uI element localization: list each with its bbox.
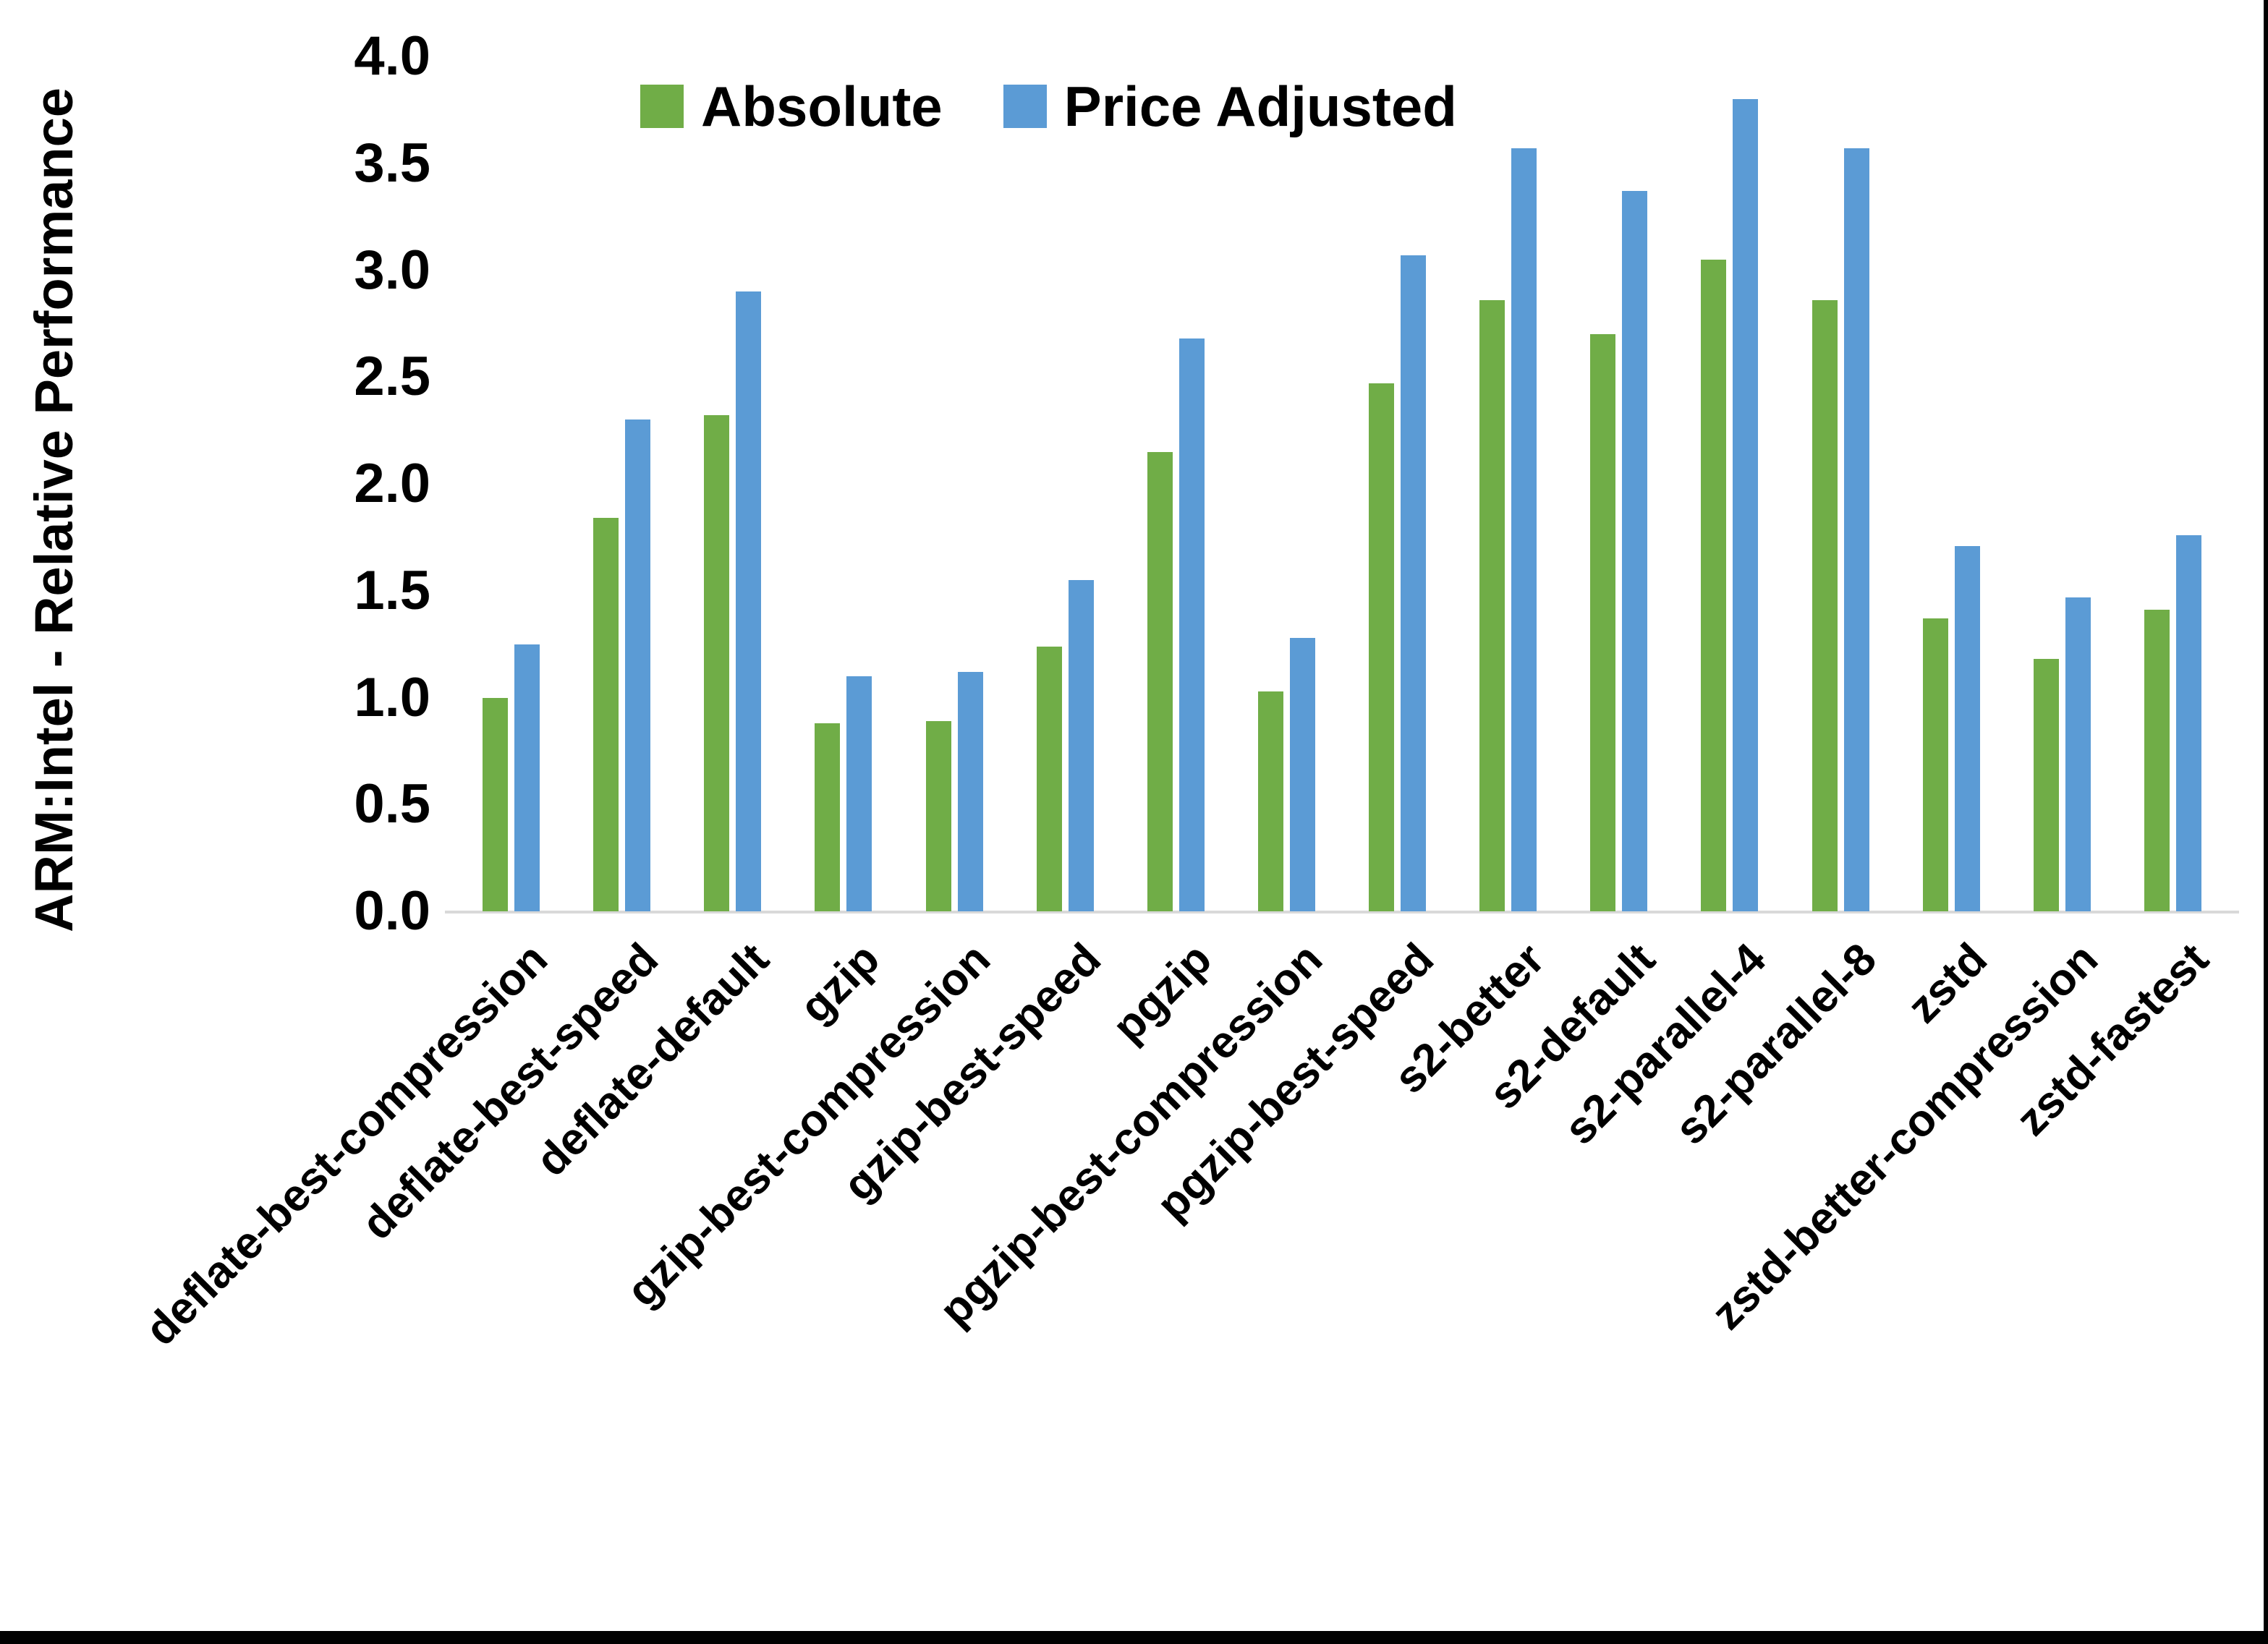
bar-price-adjusted <box>2065 597 2091 911</box>
bar-group <box>1010 56 1121 911</box>
bar-group <box>1121 56 1231 911</box>
bar-group <box>1896 56 2007 911</box>
legend: Absolute Price Adjusted <box>640 78 1457 135</box>
bar-price-adjusted <box>1511 148 1537 911</box>
x-axis-line <box>445 911 2239 913</box>
bar-absolute <box>925 721 951 911</box>
bar-group <box>1674 56 1785 911</box>
bar-group <box>1785 56 1896 911</box>
bar-group <box>899 56 1010 911</box>
bar-price-adjusted <box>846 676 872 911</box>
screenshot-bottom-border <box>0 1631 2268 1644</box>
bar-price-adjusted <box>1733 99 1759 911</box>
bar-absolute <box>1922 618 1948 911</box>
bar-absolute <box>1701 259 1727 911</box>
bar-absolute <box>593 518 619 911</box>
legend-item-price-adjusted: Price Adjusted <box>1003 78 1457 135</box>
bar-group <box>1453 56 1563 911</box>
y-axis-tick-label: 1.0 <box>354 666 430 728</box>
y-axis-tick-label: 2.5 <box>354 346 430 408</box>
bar-price-adjusted <box>1954 545 1980 911</box>
y-axis-tick-label: 3.0 <box>354 239 430 301</box>
bar-absolute <box>815 723 841 911</box>
bar-absolute <box>1369 383 1395 911</box>
bar-price-adjusted <box>736 291 762 911</box>
legend-item-absolute: Absolute <box>640 78 943 135</box>
bar-group <box>2118 56 2228 911</box>
bar-absolute <box>2144 610 2170 911</box>
bar-price-adjusted <box>514 644 540 911</box>
bar-price-adjusted <box>1289 637 1315 911</box>
y-axis-tick-label: 4.0 <box>354 25 430 87</box>
plot-area <box>445 56 2239 913</box>
bar-absolute <box>2033 659 2059 911</box>
bar-price-adjusted <box>2175 534 2201 911</box>
bar-absolute <box>483 697 509 911</box>
bar-price-adjusted <box>957 672 983 911</box>
bar-absolute <box>1257 691 1283 911</box>
bar-group <box>788 56 899 911</box>
bar-absolute <box>1812 299 1838 911</box>
bar-group <box>1563 56 1674 911</box>
bar-absolute <box>1479 299 1505 911</box>
bar-price-adjusted <box>1622 191 1648 911</box>
y-axis-tick-label: 2.0 <box>354 453 430 514</box>
y-axis-tick-label: 1.5 <box>354 559 430 621</box>
bar-absolute <box>1036 646 1062 911</box>
y-axis-title: ARM:Intel - Relative Performance <box>24 88 84 932</box>
bar-absolute <box>1590 334 1616 911</box>
screenshot-right-border <box>2264 0 2268 1644</box>
legend-swatch-price-adjusted <box>1003 85 1047 128</box>
bar-group <box>456 56 566 911</box>
bar-group <box>677 56 788 911</box>
bar-group <box>566 56 677 911</box>
bar-group <box>1231 56 1342 911</box>
bar-absolute <box>1147 451 1173 911</box>
y-axis-tick-label: 3.5 <box>354 132 430 194</box>
legend-label-absolute: Absolute <box>701 74 943 138</box>
bar-group <box>1342 56 1453 911</box>
bar-group <box>2007 56 2118 911</box>
legend-swatch-absolute <box>640 85 684 128</box>
y-axis-tick-label: 0.5 <box>354 773 430 835</box>
bar-price-adjusted <box>1068 579 1094 911</box>
y-axis-tick-label: 0.0 <box>354 880 430 942</box>
bar-price-adjusted <box>625 419 651 911</box>
bar-absolute <box>704 415 730 911</box>
bar-price-adjusted <box>1178 338 1205 911</box>
legend-label-price-adjusted: Price Adjusted <box>1063 74 1457 138</box>
bar-price-adjusted <box>1401 255 1427 911</box>
bar-price-adjusted <box>1843 148 1869 911</box>
